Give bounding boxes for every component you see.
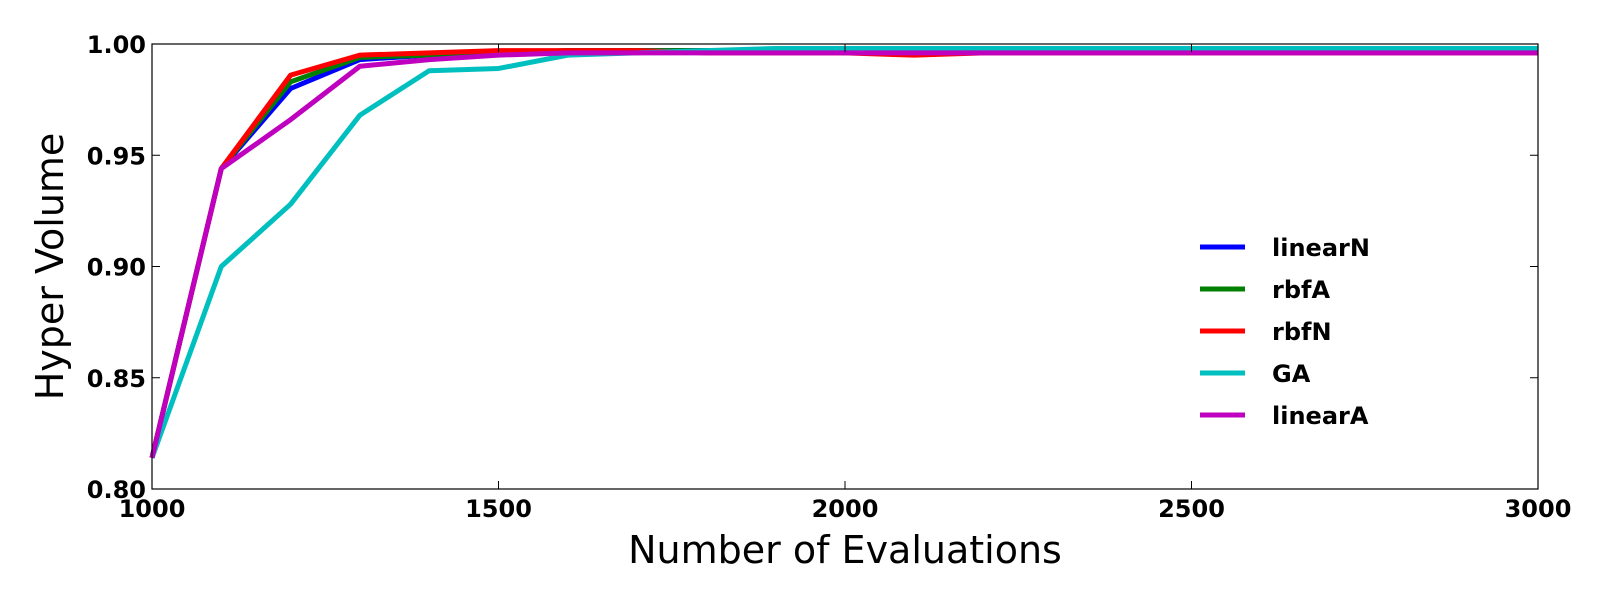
legend: linearN rbfA rbfN GA linearA	[1200, 234, 1370, 430]
series-layer	[149, 45, 1538, 459]
legend-label-GA: GA	[1272, 360, 1311, 388]
series-line-linearA	[149, 50, 1538, 459]
x-tick-label: 2500	[1158, 495, 1225, 523]
legend-label-linearA: linearA	[1272, 402, 1369, 430]
x-tick-label: 2000	[812, 495, 879, 523]
ticks-layer: 1000 1500 2000 2500 3000 0.80 0.85 0.90 0.95 1.00	[87, 31, 1572, 523]
x-tick-label: 1000	[119, 495, 186, 523]
y-tick-label: 0.90	[87, 254, 146, 282]
y-axis-title: Hyper Volume	[28, 133, 72, 401]
legend-label-rbfN: rbfN	[1272, 318, 1332, 346]
y-tick-label: 1.00	[87, 31, 146, 59]
y-tick-label: 0.85	[87, 365, 146, 393]
y-tick-label: 0.95	[87, 142, 146, 170]
legend-label-rbfA: rbfA	[1272, 276, 1330, 304]
x-axis-title: Number of Evaluations	[628, 528, 1062, 572]
y-tick-label: 0.80	[87, 476, 146, 504]
x-tick-label: 3000	[1505, 495, 1572, 523]
legend-label-linearN: linearN	[1272, 234, 1370, 262]
x-tick-label: 1500	[465, 495, 532, 523]
